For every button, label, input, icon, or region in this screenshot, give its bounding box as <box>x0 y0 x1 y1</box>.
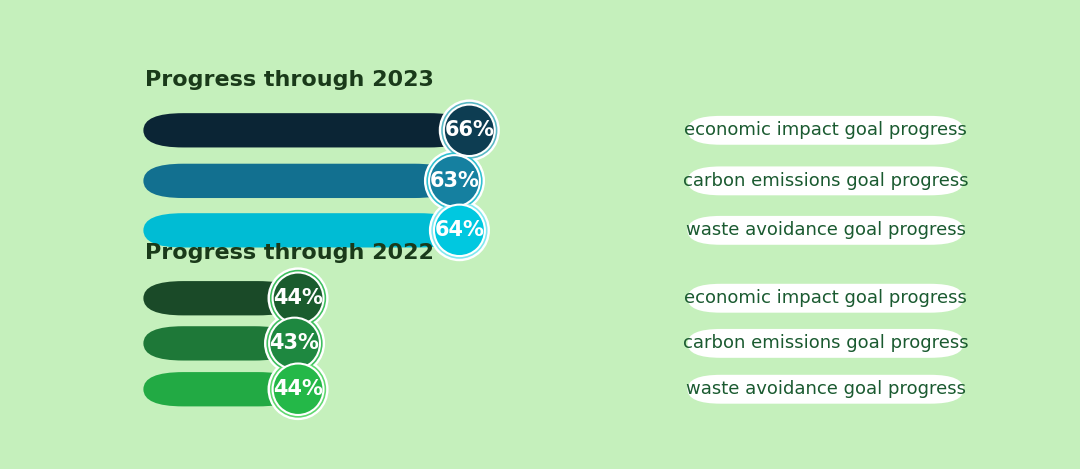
Text: 44%: 44% <box>273 379 323 399</box>
Ellipse shape <box>270 361 326 418</box>
Ellipse shape <box>264 312 325 374</box>
Ellipse shape <box>272 272 324 324</box>
FancyBboxPatch shape <box>144 326 295 361</box>
Ellipse shape <box>272 363 324 415</box>
Text: waste avoidance goal progress: waste avoidance goal progress <box>686 221 966 239</box>
Ellipse shape <box>429 199 490 261</box>
Text: 64%: 64% <box>434 220 484 240</box>
Ellipse shape <box>269 318 320 369</box>
Ellipse shape <box>427 152 483 209</box>
FancyBboxPatch shape <box>688 329 963 358</box>
Ellipse shape <box>424 150 485 212</box>
Ellipse shape <box>444 105 495 156</box>
FancyBboxPatch shape <box>144 281 298 315</box>
Text: economic impact goal progress: economic impact goal progress <box>684 121 967 139</box>
FancyBboxPatch shape <box>688 216 963 245</box>
Text: Progress through 2022: Progress through 2022 <box>145 243 434 263</box>
FancyBboxPatch shape <box>144 164 455 198</box>
Ellipse shape <box>267 315 323 372</box>
Ellipse shape <box>429 155 480 207</box>
FancyBboxPatch shape <box>688 166 963 195</box>
Ellipse shape <box>441 102 498 159</box>
FancyBboxPatch shape <box>144 213 459 248</box>
Ellipse shape <box>270 270 326 327</box>
FancyBboxPatch shape <box>688 284 963 313</box>
Ellipse shape <box>431 202 487 259</box>
Text: Progress through 2023: Progress through 2023 <box>145 70 434 90</box>
FancyBboxPatch shape <box>144 372 298 407</box>
Text: 44%: 44% <box>273 288 323 308</box>
Text: 63%: 63% <box>430 171 480 191</box>
Text: waste avoidance goal progress: waste avoidance goal progress <box>686 380 966 398</box>
FancyBboxPatch shape <box>688 375 963 404</box>
Text: carbon emissions goal progress: carbon emissions goal progress <box>683 172 969 190</box>
Text: 43%: 43% <box>270 333 320 353</box>
Ellipse shape <box>268 267 328 329</box>
Ellipse shape <box>438 99 500 161</box>
Text: economic impact goal progress: economic impact goal progress <box>684 289 967 307</box>
Ellipse shape <box>268 358 328 420</box>
Text: carbon emissions goal progress: carbon emissions goal progress <box>683 334 969 352</box>
Ellipse shape <box>434 204 485 256</box>
FancyBboxPatch shape <box>688 116 963 145</box>
Text: 66%: 66% <box>444 121 495 140</box>
FancyBboxPatch shape <box>144 113 470 147</box>
